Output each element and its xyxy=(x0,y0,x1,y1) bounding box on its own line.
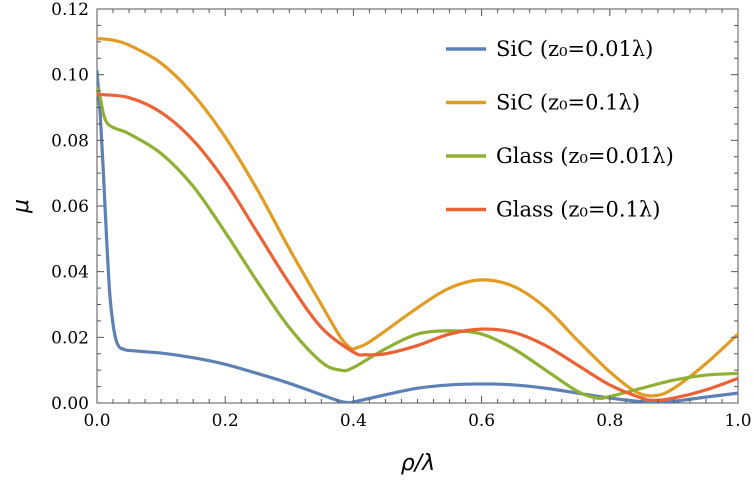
y-tick-label: 0.12 xyxy=(51,0,89,20)
legend-label: Glass (z₀=0.01λ) xyxy=(496,144,674,168)
plot-area xyxy=(97,36,738,403)
legend-label: Glass (z₀=0.1λ) xyxy=(496,198,660,222)
y-tick-label: 0.08 xyxy=(51,131,89,151)
x-tick-label: 1.0 xyxy=(724,411,751,431)
y-tick-label: 0.04 xyxy=(51,263,89,283)
y-tick-label: 0.00 xyxy=(51,394,89,414)
x-axis-title: ρ/λ xyxy=(401,451,435,476)
x-axis: 0.0 0.2 0.4 0.6 0.8 1.0 xyxy=(83,9,752,431)
legend-label: SiC (z₀=0.1λ) xyxy=(496,91,640,115)
x-tick-label: 0.2 xyxy=(212,411,239,431)
x-tick-label: 0.4 xyxy=(340,411,367,431)
x-tick-label: 0.0 xyxy=(83,411,110,431)
y-axis: 0.00 0.02 0.04 0.06 0.08 0.10 0.12 xyxy=(51,0,738,414)
y-tick-label: 0.10 xyxy=(51,66,89,86)
y-tick-label: 0.02 xyxy=(51,328,89,348)
series-line-1 xyxy=(97,69,738,403)
x-tick-label: 0.8 xyxy=(596,411,623,431)
x-tick-label: 0.6 xyxy=(468,411,495,431)
series-line-3 xyxy=(97,86,738,400)
y-axis-title: μ xyxy=(9,199,34,214)
series-line-4 xyxy=(97,92,738,402)
y-tick-label: 0.06 xyxy=(51,197,89,217)
legend-label: SiC (z₀=0.01λ) xyxy=(496,37,653,61)
legend: SiC (z₀=0.01λ) SiC (z₀=0.1λ) Glass (z₀=0.0… xyxy=(446,37,674,222)
